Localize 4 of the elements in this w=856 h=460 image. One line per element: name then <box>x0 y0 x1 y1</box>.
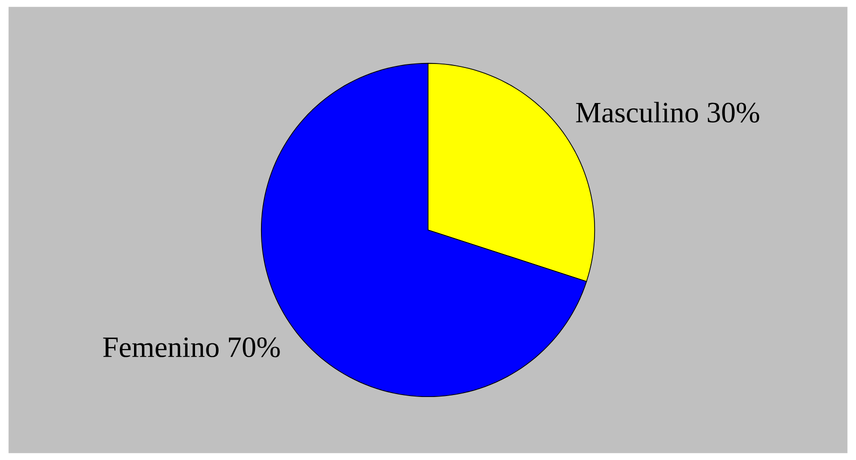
slice-label: Femenino <box>103 337 219 358</box>
slice-label: Masculino <box>576 102 698 122</box>
data-label: 30% <box>708 102 760 123</box>
data-label: 70% <box>228 337 280 358</box>
